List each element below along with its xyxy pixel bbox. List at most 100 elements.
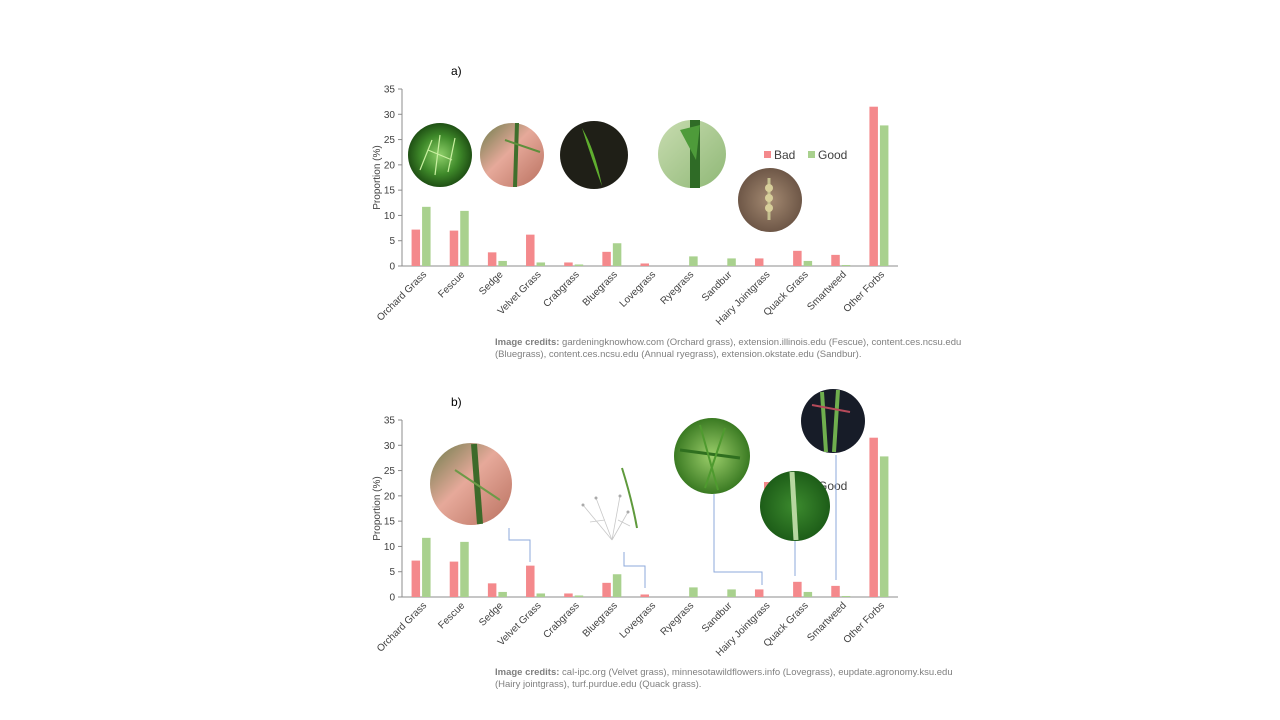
panel-b-photos [430,389,865,588]
x-tick-label: Sandbur [700,269,735,304]
orchard-grass-photo [408,123,472,187]
bar-good-sedge [498,260,507,266]
bar-good-bluegrass [612,243,622,266]
y-tick-label: 5 [389,236,395,247]
bar-bad-fescue [449,230,459,266]
y-tick-label: 35 [384,85,396,96]
bar-bad-sedge [487,252,497,266]
bar-bad-crabgrass [564,593,573,597]
bar-bad-quack-grass [793,250,802,266]
lovegrass-photo [581,467,638,541]
sandbur-photo [738,168,802,232]
credits-label: Image credits: [495,337,560,348]
x-tick-label: Sedge [477,269,506,298]
x-tick-label: Ryegrass [659,269,697,307]
bluegrass-photo [560,121,628,189]
smartweed-photo [801,389,865,453]
bar-good-crabgrass [574,264,584,266]
bar-good-velvet-grass [536,262,546,266]
bar-good-velvet-grass [536,593,546,597]
x-tick-label: Sandbur [700,600,735,635]
bar-good-smartweed [841,595,851,597]
panel-a-label: a) [451,64,462,78]
x-tick-label: Crabgrass [541,600,581,640]
bar-bad-sedge [487,583,497,597]
bar-bad-hairy-jointgrass [754,589,764,597]
y-tick-label: 5 [389,567,395,578]
bar-good-crabgrass [574,595,584,597]
bar-bad-smartweed [831,585,840,597]
panel-b-label: b) [451,395,462,409]
bar-good-sandbur [727,589,736,597]
panel-a-credits: Image credits: gardeningknowhow.com (Orc… [495,337,975,361]
y-tick-label: 20 [384,491,396,502]
y-axis-title: Proportion (%) [372,476,383,540]
panel-a-photos [408,120,802,232]
x-tick-label: Ryegrass [659,600,697,638]
bar-bad-other-forbs [869,106,878,266]
bar-bad-orchard-grass [411,229,421,266]
bar-good-sedge [498,591,507,597]
panel-b-credits: Image credits: cal-ipc.org (Velvet grass… [495,667,975,691]
bar-bad-bluegrass [602,251,611,266]
bar-bad-other-forbs [869,437,878,597]
x-tick-label: Lovegrass [618,600,658,640]
bar-good-orchard-grass [422,206,431,266]
panel-a-chart: 0 5 10 15 20 25 30 35 Proportion (%) Orchard Gras… [372,85,898,328]
credits-text: cal-ipc.org (Velvet grass), minnesotawil… [495,667,953,690]
bar-good-smartweed [841,264,851,266]
x-tick-label: Orchard Grass [375,600,429,654]
quack-grass-photo [760,471,830,541]
bar-bad-lovegrass [640,263,649,266]
y-tick-label: 25 [384,135,396,146]
bar-good-other-forbs [879,456,889,597]
x-tick-label: Fescue [436,269,467,300]
bar-good-ryegrass [689,587,698,597]
bar-bad-smartweed [831,254,840,266]
hairy-jointgrass-photo [674,418,750,494]
y-tick-label: 30 [384,441,396,452]
x-tick-label: Bluegrass [581,269,620,308]
bar-bad-quack-grass [793,581,802,597]
bar-bad-velvet-grass [526,234,535,266]
bar-bad-hairy-jointgrass [754,258,764,266]
y-tick-label: 20 [384,160,396,171]
x-tick-label: Other Forbs [842,269,888,315]
legend-label-bad: Bad [774,148,795,162]
y-tick-label: 10 [384,211,396,222]
y-tick-label: 0 [389,593,395,604]
x-tick-label: Bluegrass [581,600,620,639]
bar-good-quack-grass [803,591,813,597]
bar-bad-lovegrass [640,594,649,597]
credits-label: Image credits: [495,667,560,678]
bar-bad-velvet-grass [526,565,535,597]
legend-label-good: Good [818,148,847,162]
y-tick-label: 15 [384,186,396,197]
bar-good-fescue [460,210,469,266]
bar-good-bluegrass [612,574,622,597]
callout-lines [508,455,837,588]
y-tick-label: 25 [384,466,396,477]
bar-bad-fescue [449,561,459,597]
y-tick-label: 10 [384,542,396,553]
y-tick-label: 0 [389,262,395,273]
ryegrass-photo [658,120,726,188]
bar-bad-bluegrass [602,582,611,597]
credits-text: gardeningknowhow.com (Orchard grass), ex… [495,337,962,360]
legend-swatch-bad [764,151,771,158]
x-tick-label: Crabgrass [541,269,581,309]
x-tick-label: Other Forbs [842,600,888,646]
bar-bad-crabgrass [564,262,573,266]
y-tick-label: 15 [384,517,396,528]
y-axis-title: Proportion (%) [372,145,383,209]
bar-good-quack-grass [803,260,813,266]
bar-good-orchard-grass [422,537,431,597]
panel-a-legend: Bad Good [764,148,847,162]
bar-good-sandbur [727,258,736,266]
bar-good-other-forbs [879,125,889,266]
velvet-grass-photo [430,443,512,525]
y-tick-label: 35 [384,416,396,427]
x-tick-label: Fescue [436,600,467,631]
x-tick-label: Orchard Grass [375,269,429,323]
